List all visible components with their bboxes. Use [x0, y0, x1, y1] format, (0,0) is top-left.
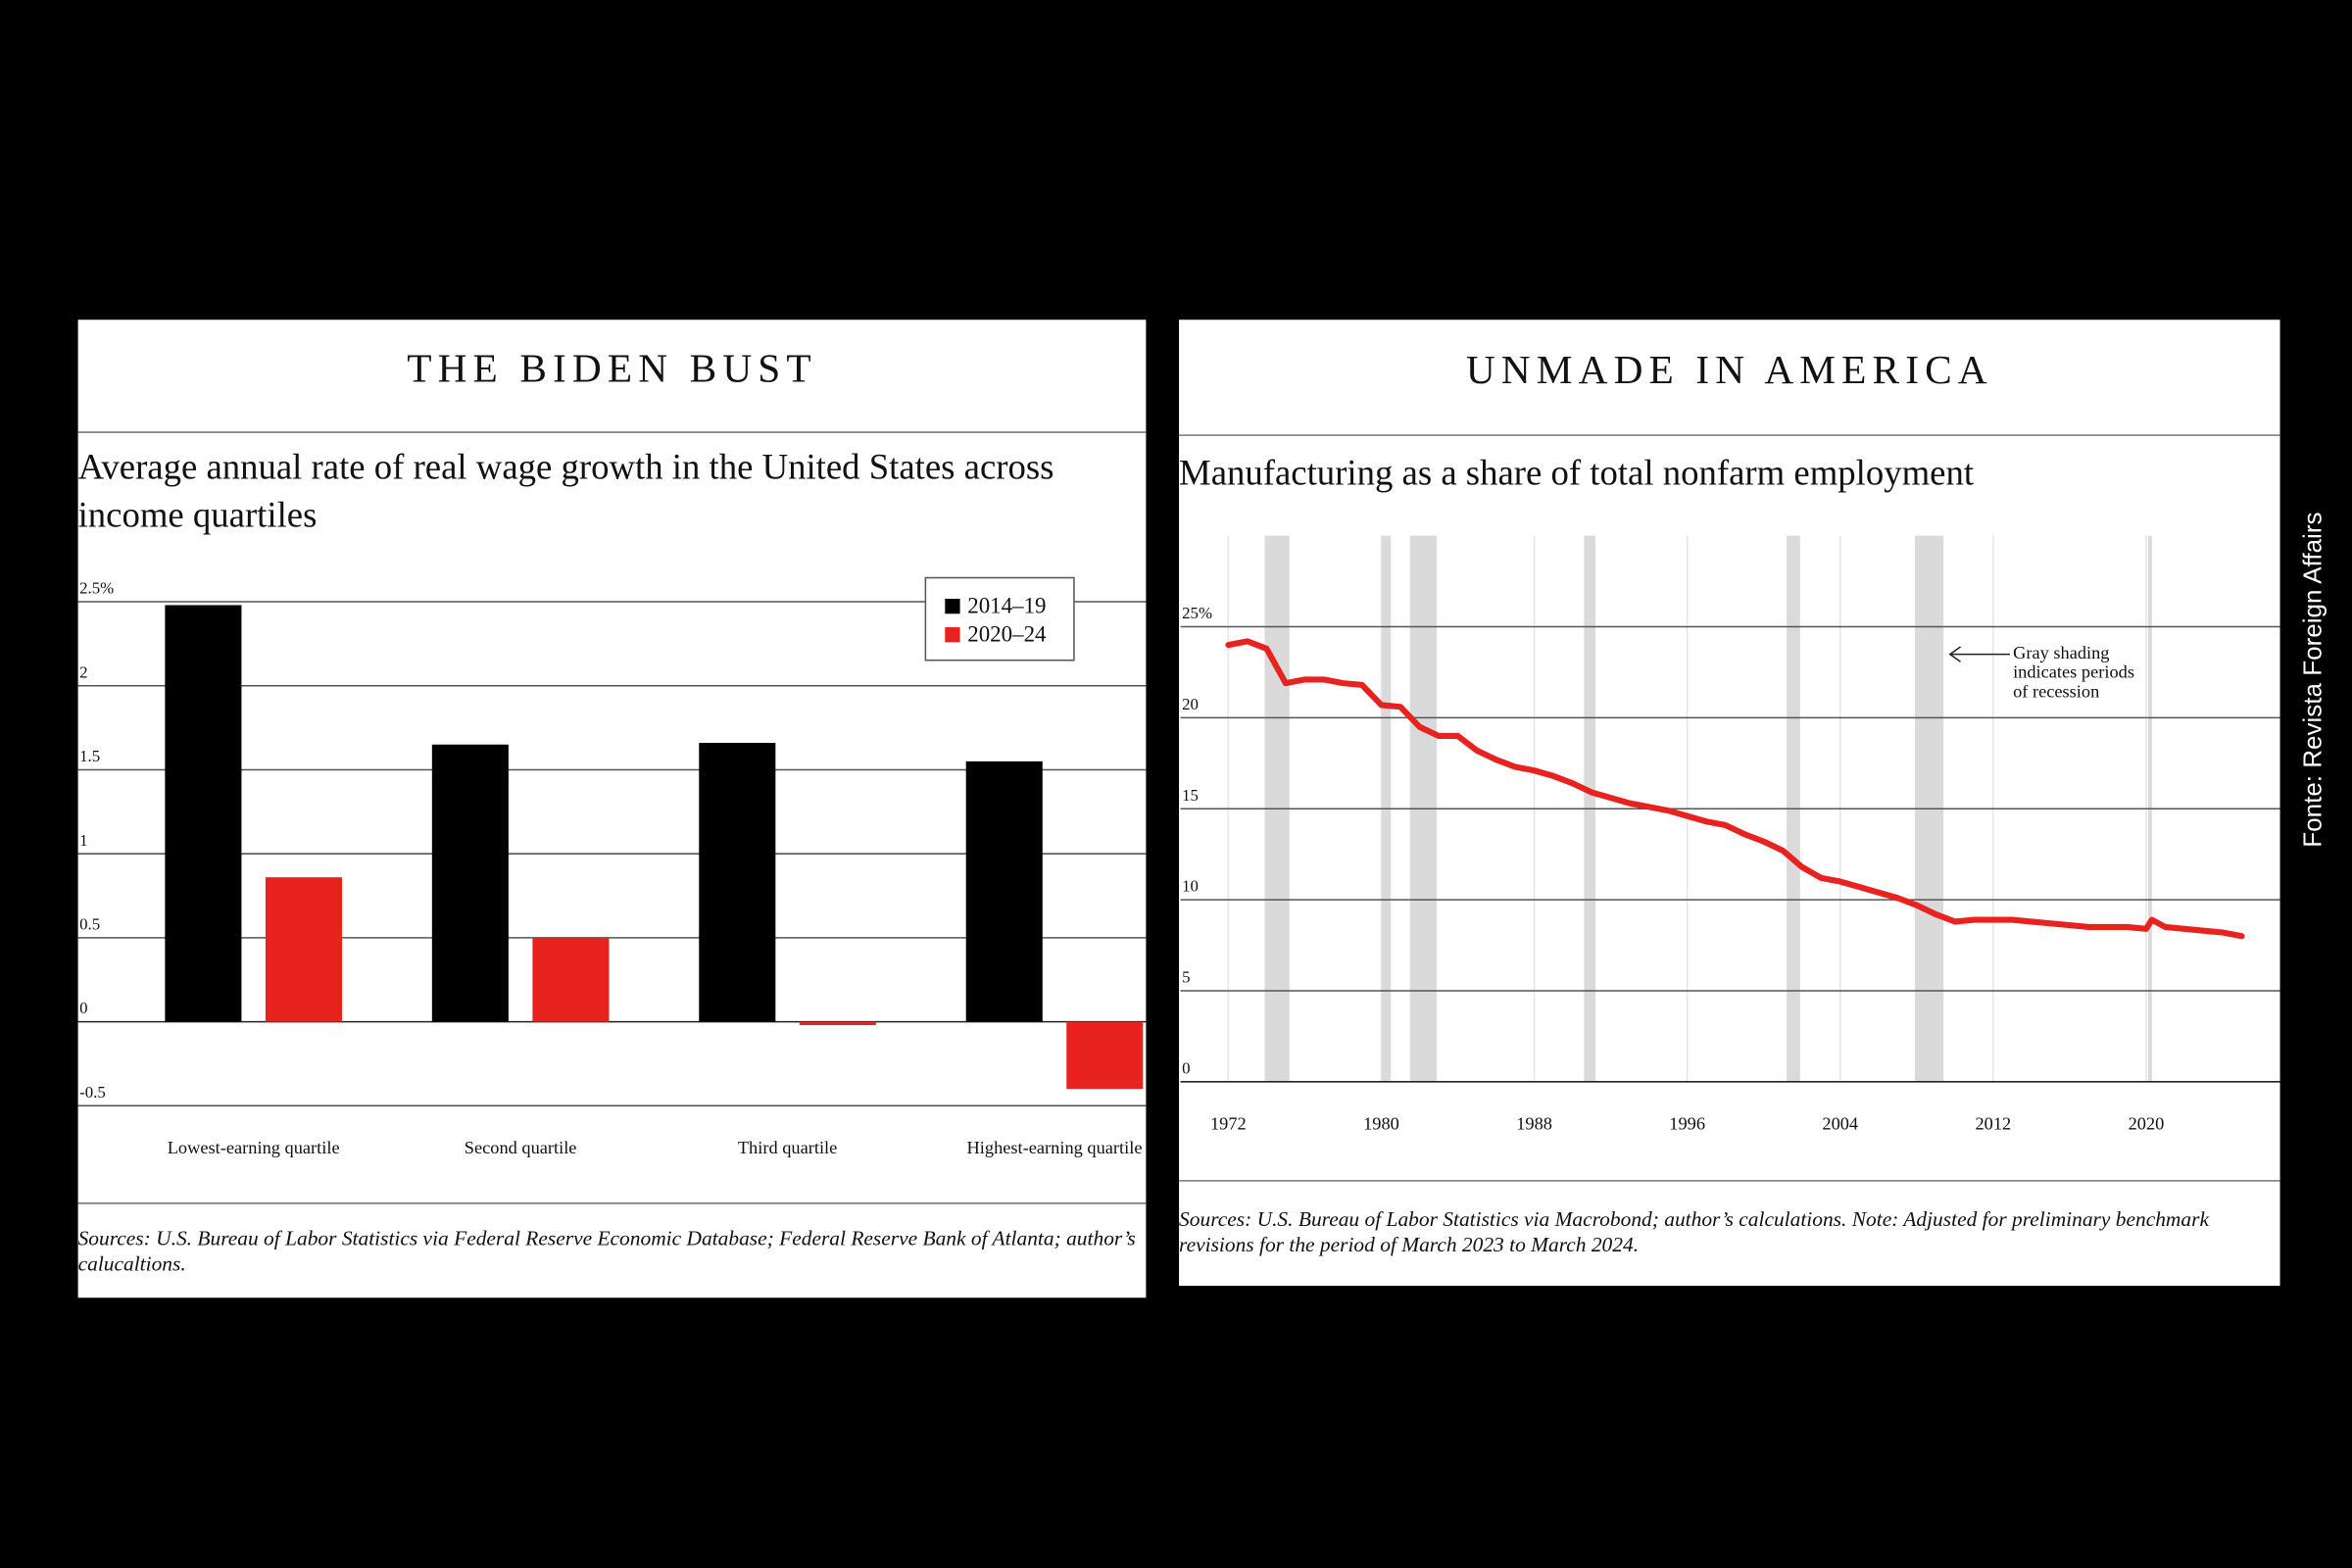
- chart-title: THE BIDEN BUST: [407, 345, 817, 390]
- y-tick-label: 20: [1182, 695, 1199, 713]
- y-tick-label: 2.5%: [79, 579, 114, 598]
- chart-title: UNMADE IN AMERICA: [1466, 347, 1993, 392]
- y-tick-label: 25%: [1182, 604, 1212, 622]
- y-tick-label: 2: [79, 662, 87, 681]
- bar: [699, 743, 776, 1022]
- bar: [165, 605, 242, 1022]
- y-tick-label: 1: [79, 831, 87, 850]
- x-tick-label: Third quartile: [738, 1138, 837, 1157]
- y-tick-label: 0: [1182, 1058, 1190, 1077]
- bar: [532, 937, 610, 1022]
- y-tick-label: 10: [1182, 877, 1199, 896]
- x-tick-label: Highest-earning quartile: [967, 1138, 1143, 1157]
- chart-subtitle-box: Average annual rate of real wage growth …: [77, 448, 1054, 536]
- y-tick-label: 0: [79, 999, 87, 1017]
- legend-swatch: [945, 598, 960, 614]
- bar: [265, 877, 342, 1022]
- annotation-arrowhead: [1948, 646, 1961, 662]
- source-note-box: Sources: U.S. Bureau of Labor Statistics…: [77, 1228, 1136, 1277]
- chart-subtitle-box: Manufacturing as a share of total nonfar…: [1179, 455, 1975, 494]
- data-line: [1225, 638, 2245, 940]
- y-tick-label: 1.5: [79, 747, 100, 765]
- x-tick-label: Second quartile: [465, 1138, 577, 1157]
- y-tick-label: 5: [1182, 968, 1190, 987]
- annotation: indicates periods: [2013, 662, 2134, 682]
- x-tick-label: 1988: [1516, 1113, 1552, 1133]
- x-tick-label: 2004: [1822, 1113, 1858, 1133]
- x-tick-label: 2020: [2129, 1113, 2165, 1133]
- chart-subtitle: Average annual rate of real wage growth …: [77, 448, 1054, 536]
- annotation: Gray shading: [2013, 643, 2109, 662]
- bar: [1066, 1021, 1144, 1090]
- source-note: Sources: U.S. Bureau of Labor Statistics…: [77, 1228, 1136, 1277]
- source-note: Sources: U.S. Bureau of Labor Statistics…: [1179, 1208, 2209, 1257]
- bar: [965, 760, 1043, 1022]
- source-note-box: Sources: U.S. Bureau of Labor Statistics…: [1179, 1208, 2209, 1257]
- legend-label: 2020–24: [967, 622, 1047, 647]
- bar: [799, 1021, 876, 1026]
- y-tick-label: 0.5: [79, 915, 100, 934]
- panel: [1179, 319, 2280, 1286]
- legend-box: [924, 576, 1075, 662]
- legend-swatch: [945, 627, 960, 643]
- x-tick-label: 1972: [1210, 1113, 1247, 1133]
- bar: [431, 744, 509, 1022]
- annotation: of recession: [2013, 682, 2099, 702]
- chart-subtitle: Manufacturing as a share of total nonfar…: [1179, 455, 1975, 494]
- x-tick-label: Lowest-earning quartile: [168, 1138, 340, 1157]
- x-tick-label: 2012: [1975, 1113, 2011, 1133]
- x-tick-label: 1996: [1669, 1113, 1705, 1133]
- y-tick-label: -0.5: [79, 1083, 106, 1102]
- x-tick-label: 1980: [1363, 1113, 1399, 1133]
- credit: Fonte: Revista Foreign Affairs: [2298, 513, 2328, 848]
- legend-label: 2014–19: [967, 593, 1046, 617]
- y-tick-label: 15: [1182, 786, 1199, 805]
